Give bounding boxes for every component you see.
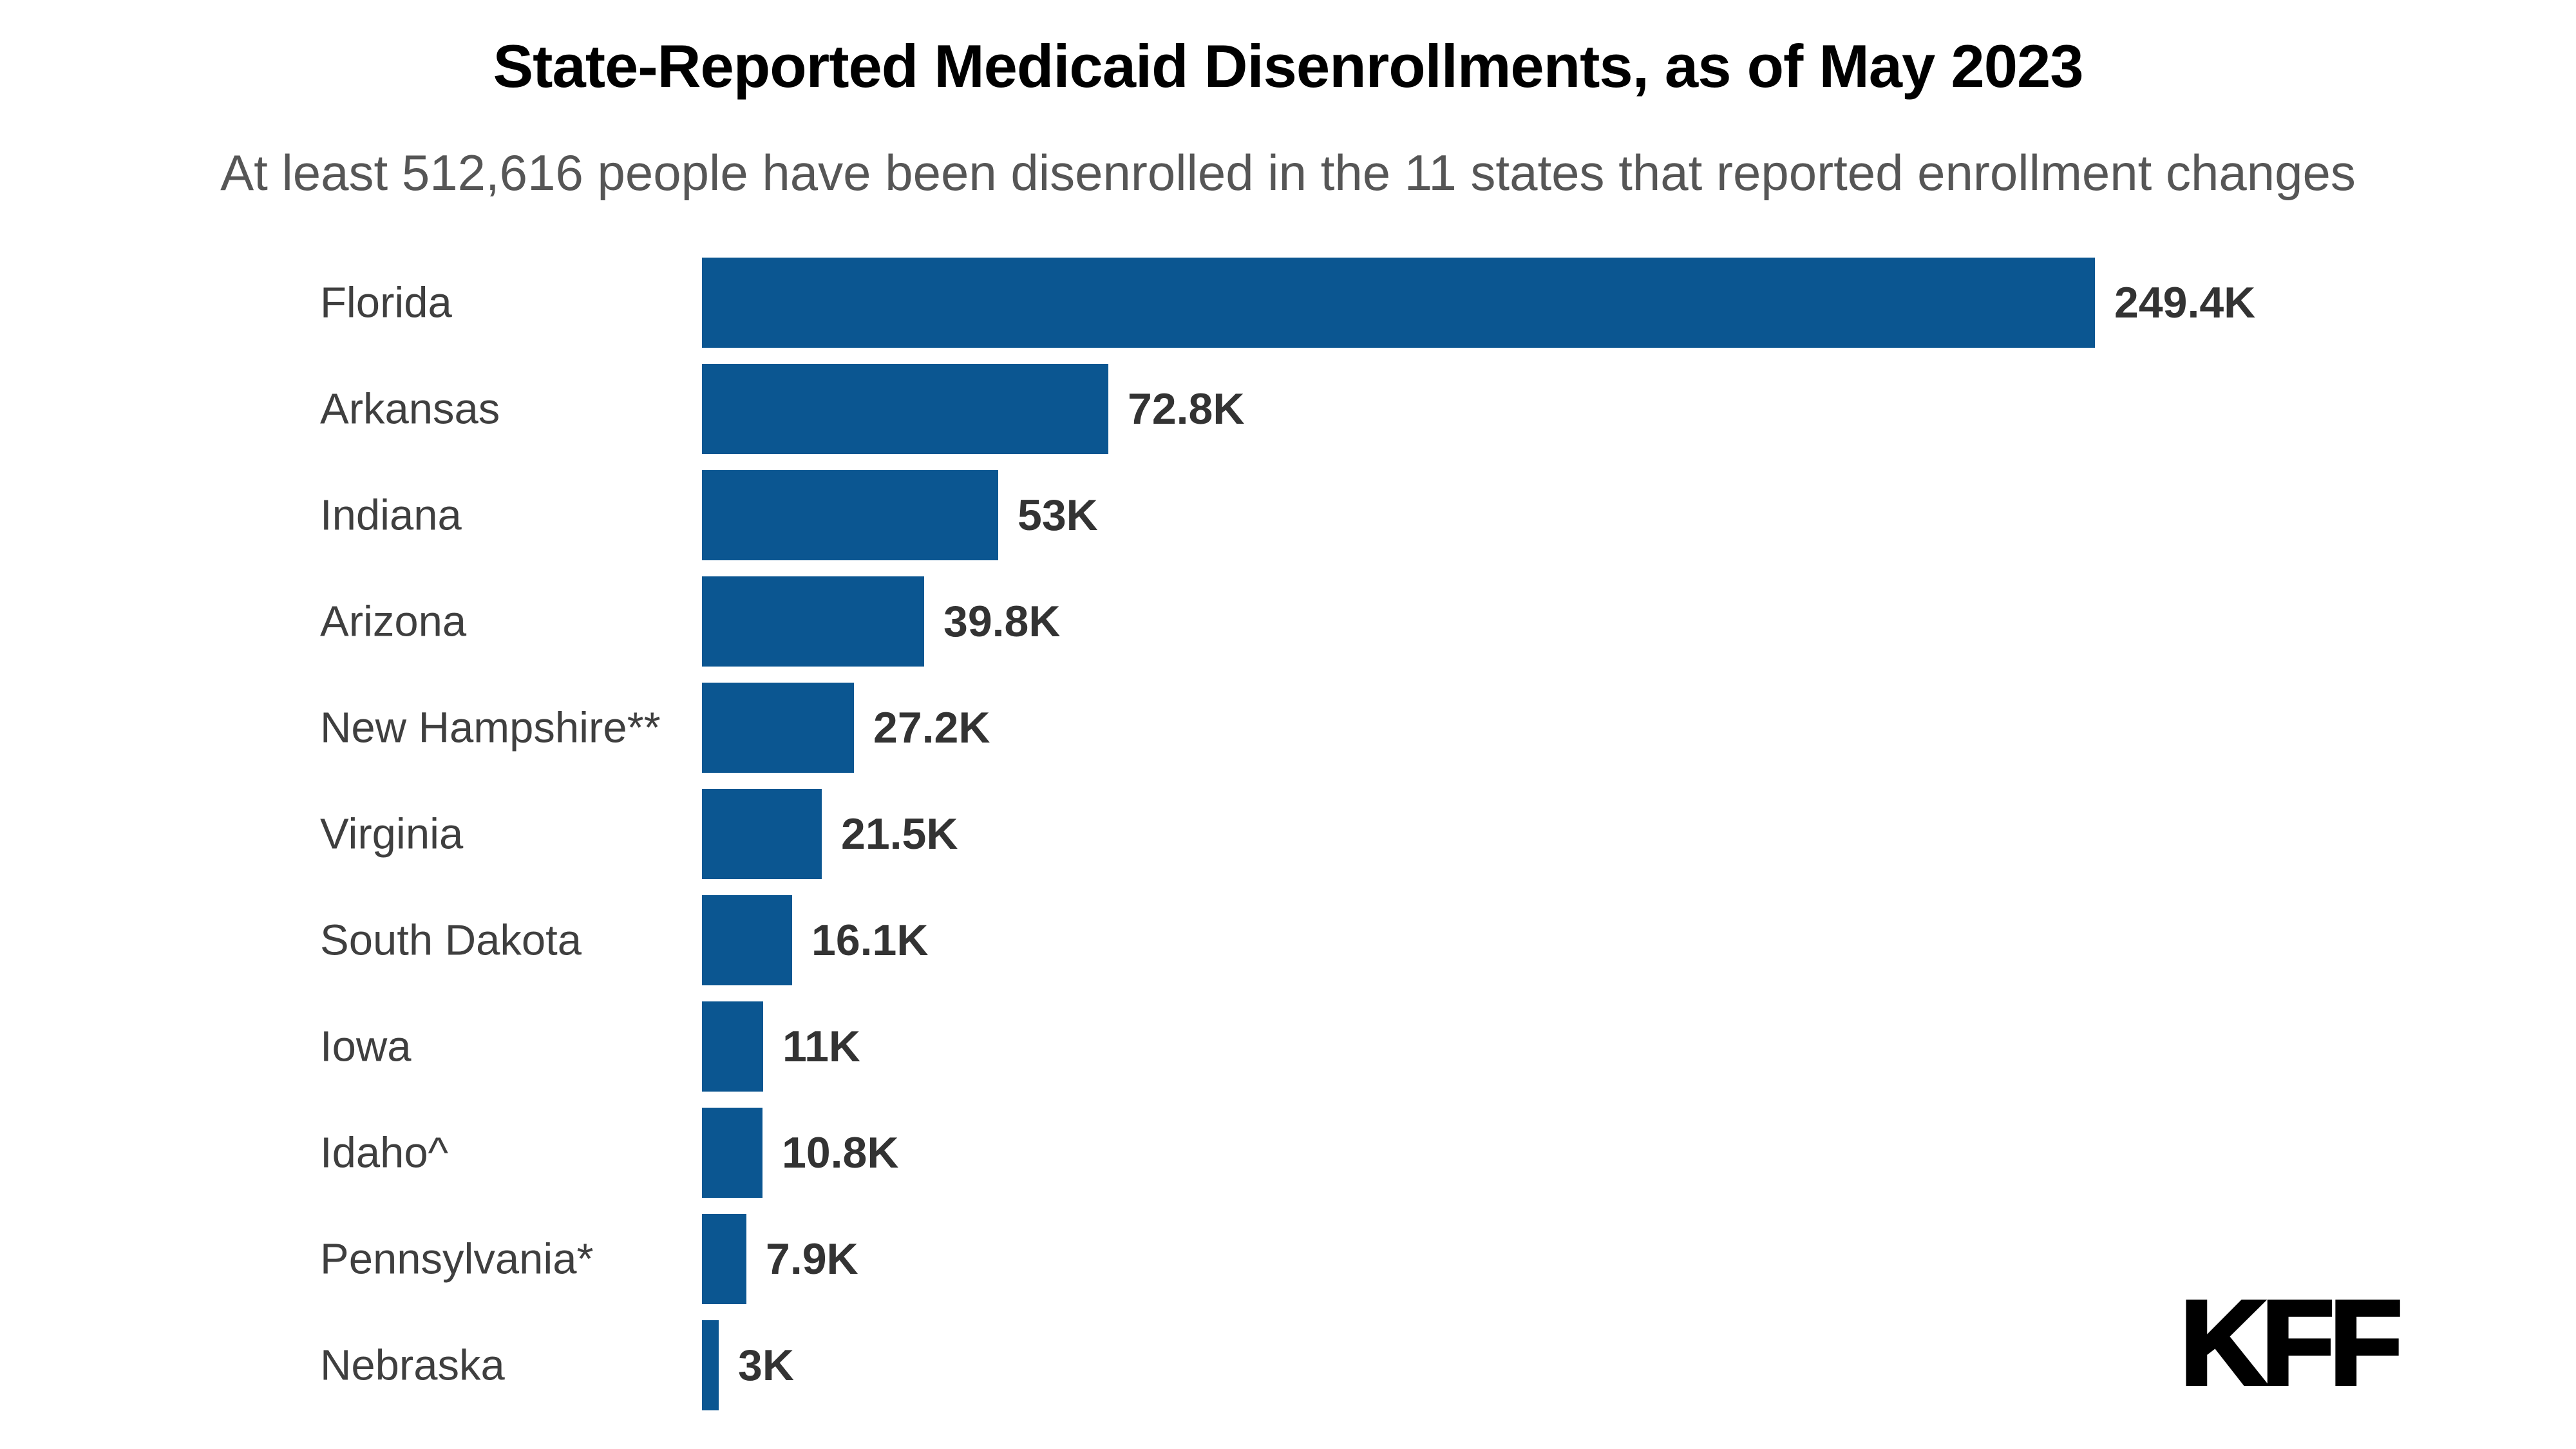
chart-row: New Hampshire** 27.2K [0,683,2576,773]
chart-title: State-Reported Medicaid Disenrollments, … [493,32,2083,100]
value-label: 16.1K [811,916,929,965]
chart-row: South Dakota 16.1K [0,895,2576,985]
category-label: Arizona [320,597,467,646]
category-label: Arkansas [320,384,500,433]
chart-subtitle: At least 512,616 people have been disenr… [220,144,2356,201]
bar [702,1320,719,1410]
category-label: New Hampshire** [320,703,661,752]
bar [702,1214,746,1304]
value-label: 72.8K [1128,384,1245,433]
chart-row: Idaho^ 10.8K [0,1108,2576,1198]
chart-row: Nebraska 3K [0,1320,2576,1410]
bar [702,364,1108,454]
bar [702,789,822,879]
value-label: 11K [782,1022,860,1071]
chart-row: Iowa 11K [0,1001,2576,1092]
bar [702,576,924,667]
chart-row: Arizona 39.8K [0,576,2576,667]
bar [702,258,2095,348]
value-label: 3K [738,1341,794,1390]
value-label: 10.8K [782,1128,899,1177]
value-label: 7.9K [766,1235,858,1283]
category-label: Nebraska [320,1341,505,1390]
bar [702,1108,762,1198]
bar [702,895,792,985]
category-label: Iowa [320,1022,412,1071]
kff-logo: KFF [2178,1276,2405,1410]
bar-chart: Florida 249.4K Arkansas 72.8K Indiana 53K Ariz… [0,258,2576,1426]
bar [702,1001,763,1092]
category-label: Florida [320,278,452,327]
chart-row: Pennsylvania* 7.9K [0,1214,2576,1304]
category-label: Virginia [320,810,464,858]
value-label: 39.8K [943,597,1061,646]
chart-row: Arkansas 72.8K [0,364,2576,454]
category-label: South Dakota [320,916,582,965]
bar [702,683,854,773]
value-label: 27.2K [873,703,990,752]
value-label: 21.5K [841,810,958,858]
chart-row: Virginia 21.5K [0,789,2576,879]
category-label: Idaho^ [320,1128,449,1177]
category-label: Pennsylvania* [320,1235,594,1283]
chart-row: Florida 249.4K [0,258,2576,348]
value-label: 249.4K [2114,278,2256,327]
category-label: Indiana [320,491,462,540]
value-label: 53K [1018,491,1098,540]
chart-row: Indiana 53K [0,470,2576,560]
bar [702,470,998,560]
